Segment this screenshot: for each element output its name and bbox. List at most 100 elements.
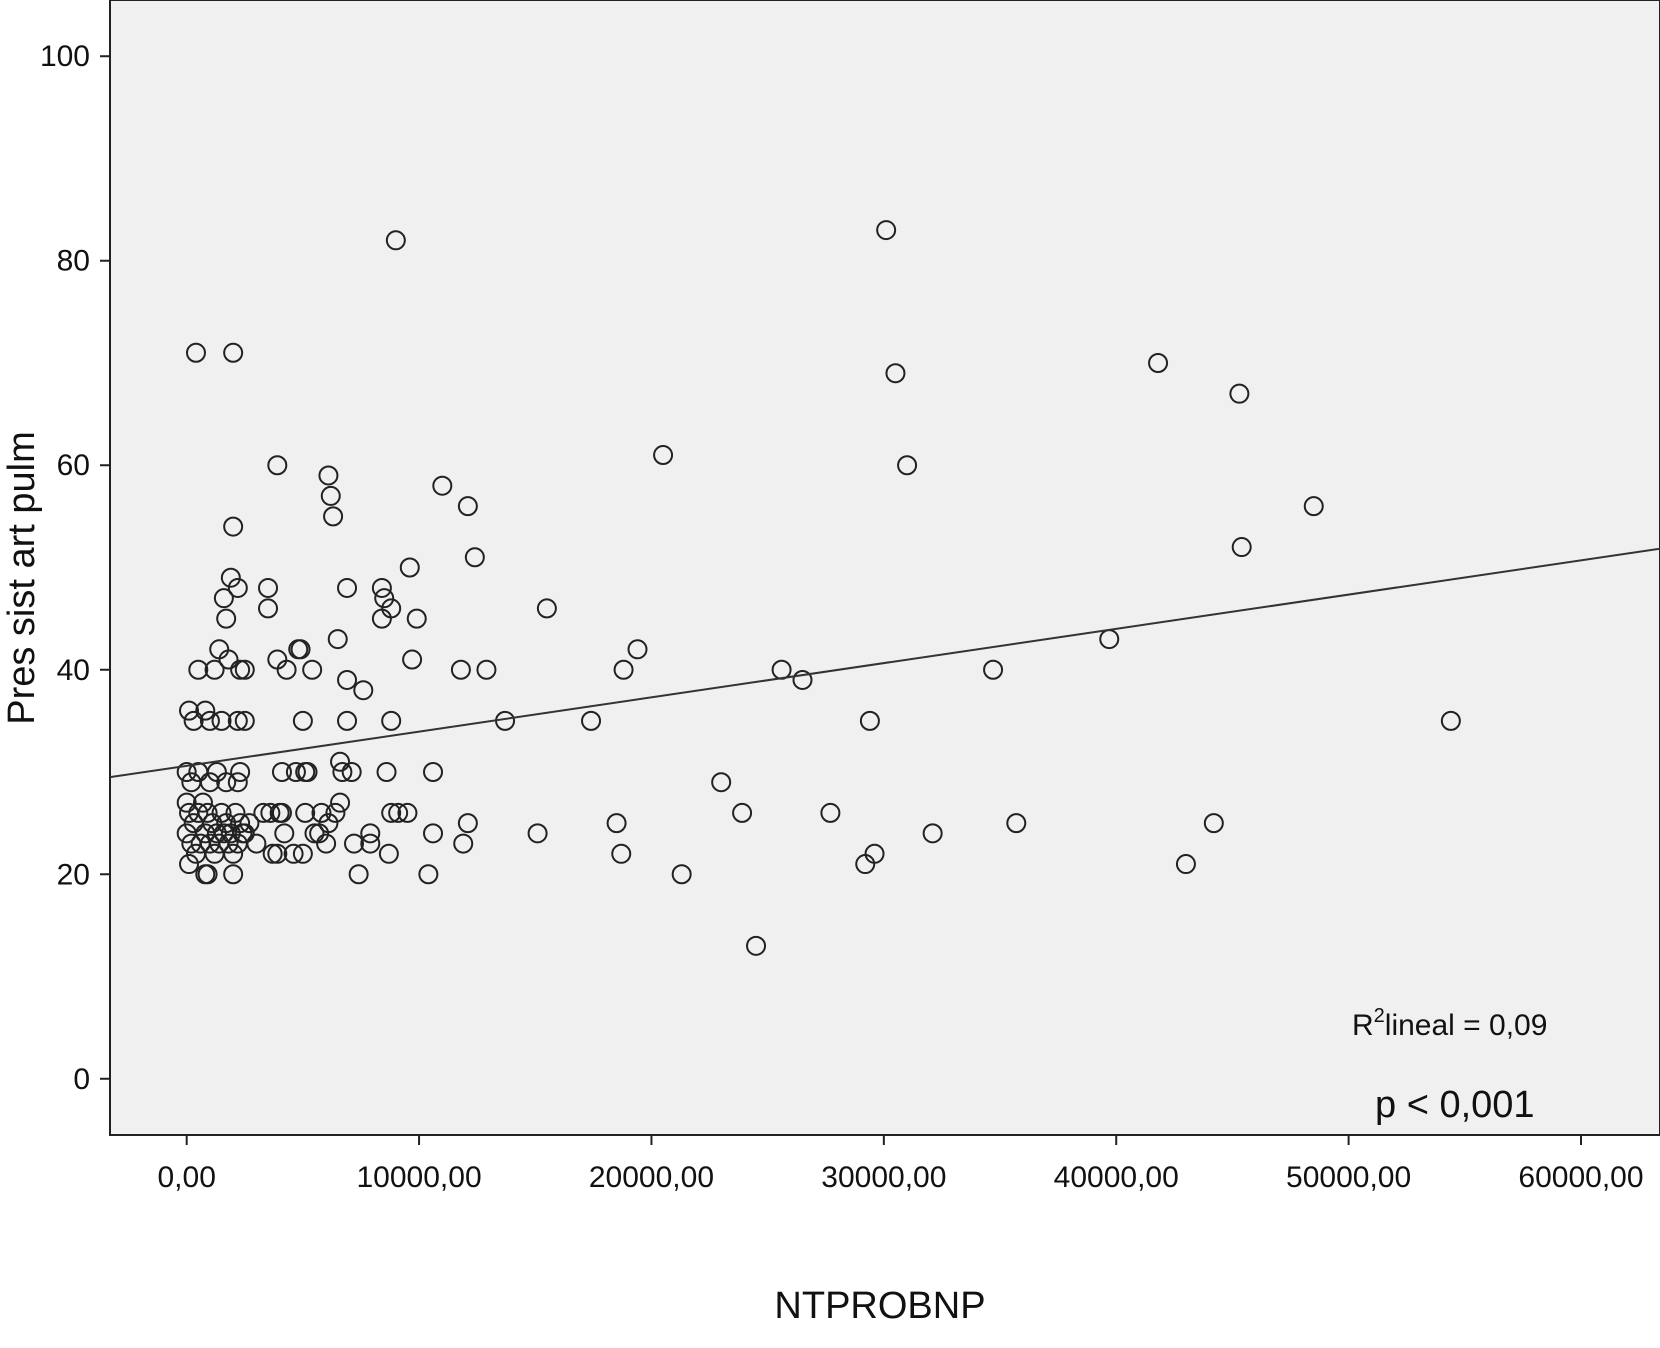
data-point (234, 710, 255, 731)
data-point (223, 342, 244, 363)
data-point (402, 649, 423, 670)
data-point (360, 833, 381, 854)
x-tick-label: 30000,00 (821, 1161, 946, 1194)
data-point (353, 680, 374, 701)
data-point (211, 802, 232, 823)
x-axis: 0,00 10000,00 20000,00 30000,00 40000,00 5000… (157, 1135, 1644, 1194)
x-tick-label: 40000,00 (1054, 1161, 1179, 1194)
data-point (332, 762, 353, 783)
data-point (885, 363, 906, 384)
data-point (213, 588, 234, 609)
data-point (295, 802, 316, 823)
data-point (199, 710, 220, 731)
data-point (223, 864, 244, 885)
data-point (371, 608, 392, 629)
data-point (323, 506, 344, 527)
data-point (311, 802, 332, 823)
x-tick-label: 60000,00 (1518, 1161, 1643, 1194)
x-axis-title: NTPROBNP (774, 1285, 985, 1327)
data-point (188, 802, 209, 823)
y-tick-label: 60 (57, 449, 90, 482)
data-point (176, 762, 197, 783)
data-point (385, 230, 406, 251)
data-point (227, 710, 248, 731)
x-tick-label: 0,00 (157, 1161, 215, 1194)
plot-area (109, 0, 1660, 1136)
data-point (227, 772, 248, 793)
x-tick-label: 10000,00 (357, 1161, 482, 1194)
data-point (197, 802, 218, 823)
y-axis: 0 20 40 60 80 100 (40, 40, 110, 1096)
data-point (711, 772, 732, 793)
data-point (320, 485, 341, 506)
data-point (457, 496, 478, 517)
data-point (348, 864, 369, 885)
data-point (220, 567, 241, 588)
data-point (225, 802, 246, 823)
data-point (897, 455, 918, 476)
data-point (536, 598, 557, 619)
data-point (922, 823, 943, 844)
data-point (258, 598, 279, 619)
data-point (292, 710, 313, 731)
data-point (453, 833, 474, 854)
data-point (262, 843, 283, 864)
data-point (527, 823, 548, 844)
data-point (360, 823, 381, 844)
x-tick-label: 50000,00 (1286, 1161, 1411, 1194)
data-point (232, 823, 253, 844)
data-point (859, 710, 880, 731)
x-tick-label: 20000,00 (589, 1161, 714, 1194)
fit-line (109, 547, 1660, 779)
data-point (423, 762, 444, 783)
data-point (216, 772, 237, 793)
data-point (246, 833, 267, 854)
data-point (464, 547, 485, 568)
data-point (376, 762, 397, 783)
data-point (876, 220, 897, 241)
data-point (337, 577, 358, 598)
data-point (288, 639, 309, 660)
data-point (330, 792, 351, 813)
data-point (318, 465, 339, 486)
data-point (397, 802, 418, 823)
data-point (337, 669, 358, 690)
data-point (302, 659, 323, 680)
data-point (230, 762, 251, 783)
data-point (1006, 813, 1027, 834)
data-point (1229, 383, 1250, 404)
data-point (388, 802, 409, 823)
data-point (381, 710, 402, 731)
data-point (983, 659, 1004, 680)
data-point (239, 813, 260, 834)
data-point (230, 813, 251, 834)
data-point (258, 577, 279, 598)
data-point (1148, 352, 1169, 373)
data-point (283, 843, 304, 864)
data-point (1175, 854, 1196, 875)
data-point (188, 659, 209, 680)
data-point (183, 710, 204, 731)
data-point (746, 935, 767, 956)
points-layer (176, 220, 1461, 956)
data-point (179, 700, 200, 721)
data-point (418, 864, 439, 885)
data-point (267, 455, 288, 476)
data-point (432, 475, 453, 496)
data-point (611, 843, 632, 864)
data-point (341, 762, 362, 783)
data-point (627, 639, 648, 660)
data-point (285, 762, 306, 783)
data-point (606, 813, 627, 834)
data-point (195, 700, 216, 721)
data-point (864, 843, 885, 864)
data-point (274, 823, 295, 844)
data-point (223, 516, 244, 537)
data-point (223, 843, 244, 864)
data-point (276, 659, 297, 680)
data-point (218, 649, 239, 670)
data-point (371, 577, 392, 598)
data-point (234, 659, 255, 680)
data-point (197, 864, 218, 885)
